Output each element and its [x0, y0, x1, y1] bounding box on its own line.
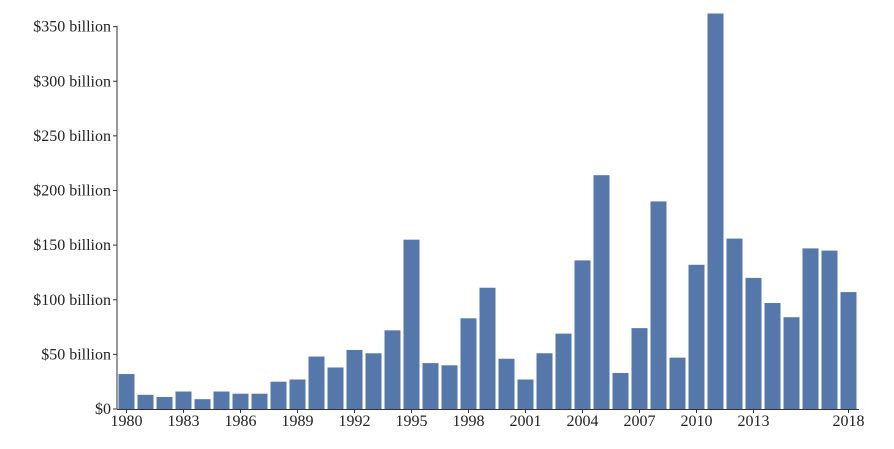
bar-2018	[840, 292, 857, 409]
bar-1981	[137, 394, 154, 409]
bar-1987	[251, 393, 268, 409]
y-tick-label: $0	[95, 401, 111, 418]
x-tick-label: 1980	[111, 413, 143, 430]
y-tick-label: $250 billion	[33, 128, 111, 145]
x-tick-label: 2018	[833, 413, 865, 430]
bar-1980	[118, 374, 135, 409]
bar-2000	[498, 358, 515, 409]
x-tick-label: 1989	[282, 413, 314, 430]
bar-1982	[156, 396, 173, 409]
y-tick-label: $200 billion	[33, 183, 111, 200]
bar-1999	[479, 287, 496, 409]
bar-2017	[821, 250, 838, 409]
x-axis: 1980 1983 1986 1989 1992 1995 1998 2001 2004 2007…	[111, 409, 865, 430]
bars-group	[118, 13, 857, 409]
bar-1995	[403, 239, 420, 409]
bar-1990	[308, 356, 325, 409]
bar-2009	[669, 357, 686, 409]
bar-2012	[726, 238, 743, 409]
bar-2001	[517, 379, 534, 409]
y-tick-label: $100 billion	[33, 292, 111, 309]
y-axis: $0 $50 billion $100 billion $150 billion $20…	[33, 19, 118, 418]
bar-1984	[194, 399, 211, 409]
bar-2002	[536, 353, 553, 409]
bar-1983	[175, 391, 192, 409]
x-tick-label: 2007	[624, 413, 656, 430]
y-tick-label: $50 billion	[41, 346, 111, 363]
bar-2016	[802, 248, 819, 409]
bar-2015	[783, 317, 800, 409]
x-tick-label: 2004	[567, 413, 599, 430]
bar-2004	[574, 260, 591, 409]
x-tick-label: 1998	[453, 413, 485, 430]
bar-1994	[384, 330, 401, 409]
x-tick-label: 2010	[681, 413, 713, 430]
bar-2005	[593, 175, 610, 409]
bar-1996	[422, 363, 439, 409]
bar-1988	[270, 381, 287, 409]
bar-1997	[441, 365, 458, 409]
bar-2007	[631, 328, 648, 409]
bar-2003	[555, 333, 572, 409]
bar-2011	[707, 13, 724, 409]
y-tick-label: $350 billion	[33, 19, 111, 36]
bar-1985	[213, 391, 230, 409]
x-tick-label: 2013	[738, 413, 770, 430]
bar-2008	[650, 201, 667, 409]
y-tick-label: $300 billion	[33, 73, 111, 90]
bar-1986	[232, 393, 249, 409]
bar-1992	[346, 350, 363, 409]
bar-2014	[764, 303, 781, 409]
y-tick-label: $150 billion	[33, 237, 111, 254]
x-tick-label: 2001	[510, 413, 542, 430]
x-tick-label: 1992	[339, 413, 371, 430]
x-tick-label: 1986	[225, 413, 257, 430]
bar-1993	[365, 353, 382, 409]
bar-1989	[289, 379, 306, 409]
bar-2013	[745, 277, 762, 409]
x-tick-label: 1983	[168, 413, 200, 430]
bar-2010	[688, 264, 705, 409]
bar-1991	[327, 367, 344, 409]
x-tick-label: 1995	[396, 413, 428, 430]
bar-2006	[612, 372, 629, 409]
bar-1998	[460, 318, 477, 409]
